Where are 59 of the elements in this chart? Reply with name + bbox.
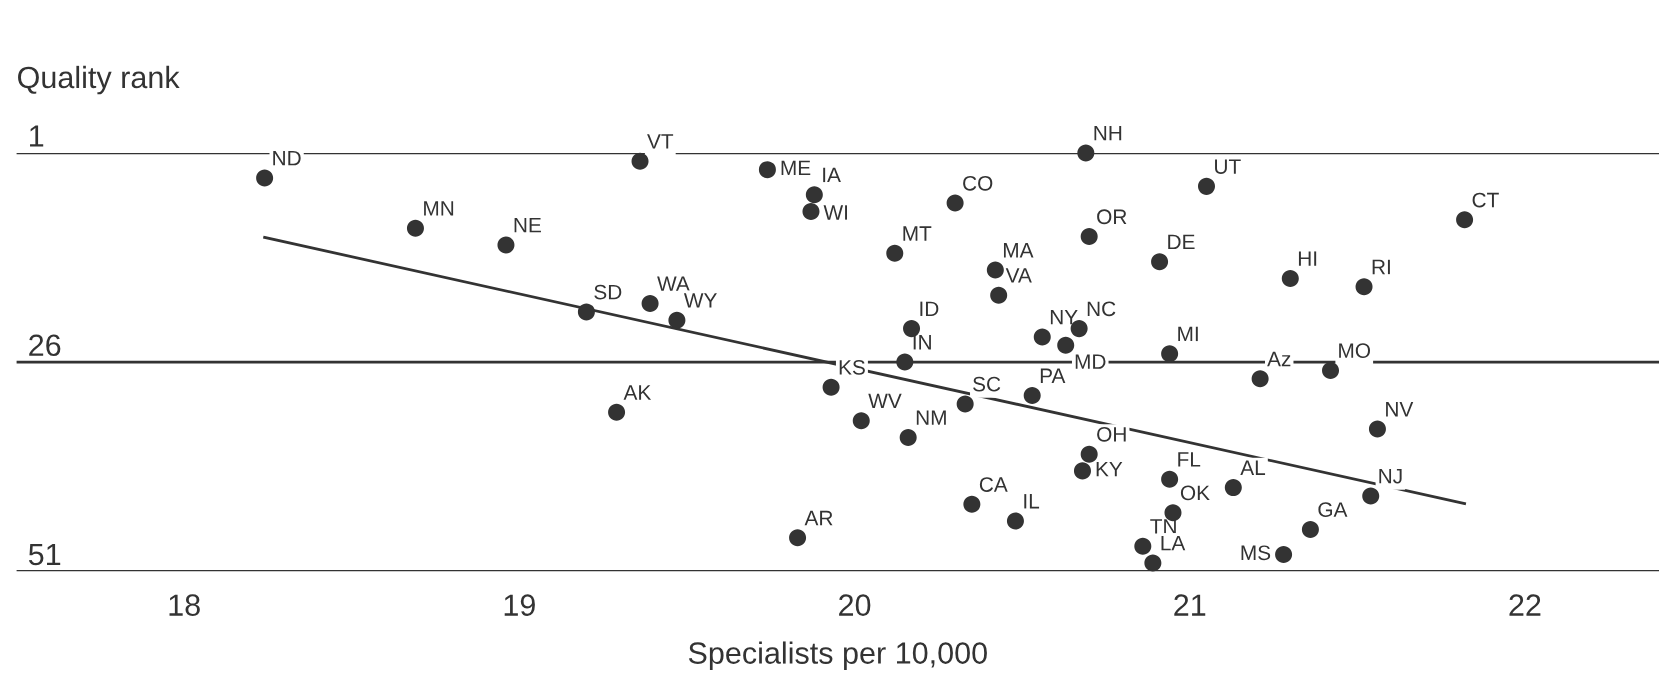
annotation: WI — [823, 205, 848, 220]
x-tick-label: 20 — [839, 594, 871, 616]
x-tick-label: 19 — [504, 594, 535, 616]
annotation: WY — [683, 293, 717, 308]
annotation: VA — [1005, 268, 1032, 283]
x-axis-title: Specialists per 10,000 — [688, 641, 987, 670]
annotation: VT — [647, 134, 674, 149]
annotation: SD — [594, 284, 622, 300]
annotation: PA — [1040, 368, 1066, 383]
y-tick-label: 26 — [29, 334, 61, 357]
annotation: OR — [1097, 209, 1127, 225]
annotation: LA — [1161, 535, 1186, 551]
annotation: MT — [903, 226, 932, 241]
annotation: NJ — [1379, 468, 1402, 484]
annotation: OH — [1097, 426, 1126, 442]
annotation: CT — [1472, 192, 1499, 208]
x-tick-label: 18 — [169, 594, 200, 616]
annotation: GA — [1318, 502, 1348, 517]
annotation: IL — [1024, 494, 1040, 509]
annotation: RI — [1372, 259, 1390, 275]
annotation: Az — [1267, 351, 1291, 367]
annotation: DE — [1168, 234, 1195, 250]
annotation: NH — [1094, 125, 1122, 141]
annotation: ME — [781, 160, 811, 176]
annotation: MS — [1241, 545, 1271, 561]
annotation: WA — [657, 276, 690, 291]
annotation: WV — [868, 393, 902, 409]
x-tick-label: 22 — [1509, 594, 1541, 616]
annotation: ND — [273, 151, 301, 166]
annotation: IN — [913, 335, 931, 350]
annotation: NC — [1087, 301, 1116, 317]
annotation: IA — [823, 167, 841, 183]
annotation: SC — [973, 376, 1001, 392]
annotation: AR — [804, 510, 833, 526]
annotation: UT — [1215, 159, 1241, 174]
annotation: MD — [1075, 354, 1106, 369]
annotation: FL — [1178, 452, 1201, 467]
annotation: ID — [920, 301, 939, 316]
x-tick-label: 21 — [1174, 594, 1206, 616]
y-tick-label: 51 — [28, 543, 61, 566]
annotation: AK — [623, 385, 652, 400]
annotation: KS — [839, 359, 865, 375]
annotation: NM — [916, 410, 946, 425]
annotation: MO — [1339, 343, 1371, 359]
annotation: NE — [514, 217, 541, 233]
annotation: CO — [963, 175, 993, 191]
annotation: NY — [1050, 310, 1078, 325]
y-axis-title: Quality rank — [18, 65, 180, 95]
annotation: OK — [1180, 485, 1210, 501]
annotation: MI — [1178, 326, 1198, 342]
annotation: KY — [1096, 461, 1123, 477]
y-tick-label: 1 — [30, 125, 44, 147]
annotation: MN — [424, 201, 454, 216]
annotation: NV — [1386, 402, 1414, 417]
annotation: AL — [1240, 460, 1266, 475]
annotation: CA — [979, 477, 1008, 492]
annotation: MA — [1003, 243, 1034, 258]
annotation: TN — [1150, 519, 1176, 534]
annotation: HI — [1298, 251, 1317, 266]
